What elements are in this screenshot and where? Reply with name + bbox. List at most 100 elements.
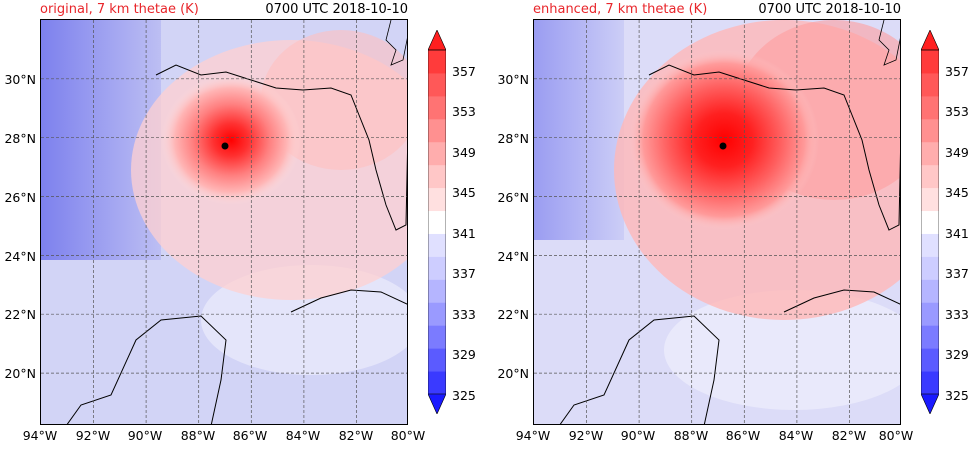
colorbar-band: [428, 233, 446, 257]
lon-label: 82°W: [831, 428, 867, 443]
colorbar-tick: 349: [945, 145, 969, 160]
colorbar-band: [428, 210, 446, 234]
colorbar-tick: 353: [945, 104, 969, 119]
colorbar-band: [428, 256, 446, 280]
colorbar-bands: [921, 30, 939, 414]
lon-label: 84°W: [778, 428, 814, 443]
colorbar-extend-low: [428, 393, 446, 414]
map-enhanced: [533, 19, 901, 425]
colorbar-band: [428, 50, 446, 74]
lat-label: 22°N: [4, 307, 36, 322]
colorbar-band: [428, 187, 446, 212]
west-cool-region: [534, 20, 624, 240]
colorbar-tick: 325: [452, 388, 476, 403]
colorbar-band: [921, 210, 939, 234]
lon-label: 80°W: [390, 428, 426, 443]
colorbar-tick: 345: [945, 185, 969, 200]
graticule: [534, 20, 900, 424]
lat-label: 28°N: [4, 131, 36, 146]
colorbar-frame: [428, 49, 446, 395]
panel-title-time: 0700 UTC 2018-10-10: [265, 2, 408, 17]
colorbar-band: [428, 141, 446, 166]
lon-label: 94°W: [22, 428, 58, 443]
lat-label: 28°N: [497, 131, 529, 146]
panel-title-variable: original, 7 km thetae (K): [40, 2, 199, 17]
lon-label: 90°W: [127, 428, 163, 443]
colorbar-tick: 325: [945, 388, 969, 403]
lat-label: 22°N: [497, 307, 529, 322]
colorbar-extend-high: [921, 30, 939, 51]
colorbar-tick: 349: [452, 145, 476, 160]
atlantic-coast: [878, 20, 900, 66]
colorbar: [428, 30, 446, 414]
colorbar-band: [921, 164, 939, 189]
panel-enhanced: enhanced, 7 km thetae (K) 0700 UTC 2018-…: [493, 0, 972, 449]
gulf-coastline: [648, 64, 900, 231]
colorbar-band: [921, 233, 939, 257]
colorbar-band: [921, 325, 939, 349]
colorbar-band: [921, 187, 939, 212]
gulf-coastline: [155, 64, 407, 231]
colorbar-bands: [428, 30, 446, 414]
yucatan-coastline: [559, 315, 720, 424]
colorbar-tick: 341: [452, 226, 476, 241]
colorbar-band: [921, 348, 939, 372]
storm-center-marker: [221, 142, 229, 150]
map-original-svg: [41, 20, 407, 424]
colorbar-tick: 341: [945, 226, 969, 241]
panel-title-time: 0700 UTC 2018-10-10: [758, 2, 901, 17]
colorbar-band: [921, 371, 939, 395]
colorbar: [921, 30, 939, 414]
colorbar-tick: 329: [452, 347, 476, 362]
colorbar-band: [428, 325, 446, 349]
colorbar-band: [428, 95, 446, 120]
lon-label: 92°W: [75, 428, 111, 443]
lat-label: 26°N: [4, 190, 36, 205]
lon-label: 90°W: [620, 428, 656, 443]
lon-label: 88°W: [180, 428, 216, 443]
yucatan-coastline: [66, 315, 227, 424]
colorbar-band: [921, 118, 939, 143]
colorbar-frame: [921, 49, 939, 395]
lat-label: 20°N: [4, 366, 36, 381]
lat-label: 30°N: [497, 72, 529, 87]
lat-label: 30°N: [4, 72, 36, 87]
lon-label: 88°W: [673, 428, 709, 443]
colorbar-extend-high: [428, 30, 446, 51]
panel-title-variable: enhanced, 7 km thetae (K): [533, 2, 708, 17]
colorbar-tick: 353: [452, 104, 476, 119]
south-white-region: [664, 290, 900, 410]
colorbar-band: [921, 72, 939, 97]
colorbar-extend-low: [921, 393, 939, 414]
colorbar-band: [921, 50, 939, 74]
colorbar-tick: 329: [945, 347, 969, 362]
lon-label: 94°W: [515, 428, 551, 443]
map-enhanced-svg: [534, 20, 900, 424]
lon-label: 80°W: [878, 428, 914, 443]
colorbar-band: [921, 141, 939, 166]
colorbar-band: [921, 256, 939, 280]
graticule: [41, 20, 407, 424]
colorbar-band: [921, 95, 939, 120]
lon-label: 82°W: [338, 428, 374, 443]
colorbar-band: [428, 279, 446, 303]
lon-label: 86°W: [725, 428, 761, 443]
panel-original: original, 7 km thetae (K) 0700 UTC 2018-…: [4, 2, 476, 443]
storm-core-field: [161, 75, 301, 205]
map-original: [40, 19, 408, 425]
lon-label: 84°W: [285, 428, 321, 443]
colorbar-band: [428, 348, 446, 372]
colorbar-tick: 357: [945, 64, 969, 79]
cuba-coastline: [290, 289, 407, 313]
lon-label: 92°W: [568, 428, 604, 443]
lat-label: 24°N: [4, 249, 36, 264]
colorbar-tick: 345: [452, 185, 476, 200]
colorbar-band: [921, 279, 939, 303]
lon-label: 86°W: [232, 428, 268, 443]
colorbar-tick: 333: [452, 307, 476, 322]
cuba-coastline: [783, 289, 900, 313]
colorbar-band: [428, 72, 446, 97]
colorbar-band: [921, 302, 939, 326]
lat-label: 20°N: [497, 366, 529, 381]
colorbar-band: [428, 371, 446, 395]
